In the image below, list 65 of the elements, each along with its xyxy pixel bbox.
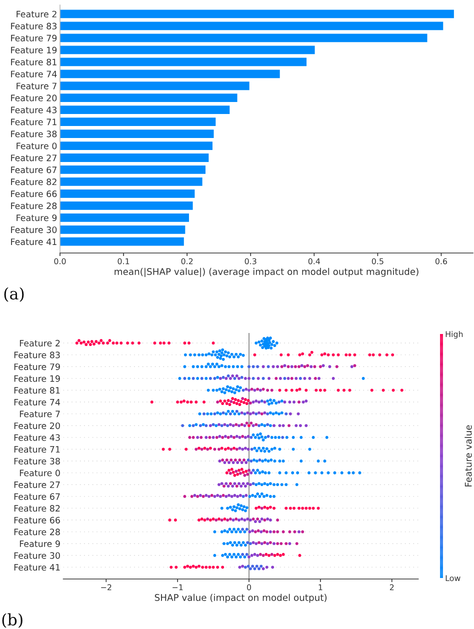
y-tick-label: Feature 66 [11,190,57,198]
y-tick-label: Feature 74 [11,70,57,78]
bar [60,70,280,78]
y-tick-label: Feature 0 [16,142,57,150]
bar [60,10,454,18]
bar [60,58,307,66]
y-tick-label: Feature 2 [16,10,56,18]
bar [60,190,195,198]
bar [60,178,202,186]
bar [60,82,250,90]
bar [60,94,238,102]
bar [60,142,212,150]
y-tick-label: Feature 71 [11,118,56,126]
y-tick-label: Feature 67 [11,166,56,174]
bar [60,154,209,162]
y-tick-label: Feature 79 [11,34,57,42]
y-tick-label: Feature 82 [14,505,60,512]
y-tick-label: Feature 19 [11,46,57,54]
y-tick-label: Feature 0 [20,470,60,476]
y-tick-label: Feature 30 [14,552,60,559]
y-tick-label: Feature 43 [14,434,60,441]
y-tick-label: Feature 7 [20,410,60,418]
y-tick-label: Feature 9 [16,214,57,222]
y-tick-label: Feature 82 [11,178,56,186]
bar [60,213,189,222]
bar [60,166,206,174]
bar [60,34,428,42]
x-axis-title: SHAP value (impact on model output) [154,594,327,603]
y-tick-label: Feature 83 [11,22,57,30]
y-tick-label: Feature 83 [14,352,60,358]
y-tick-label: Feature 19 [14,375,60,382]
bar [60,201,193,210]
bar [60,118,216,126]
y-tick-label: Feature 28 [14,528,60,536]
y-tick-label: Feature 71 [14,446,60,453]
y-tick-label: Feature 7 [16,82,56,90]
y-tick-label: Feature 74 [14,398,60,406]
y-tick-label: Feature 41 [14,564,60,571]
bar [60,237,184,246]
text: (b) [2,613,22,628]
y-tick-label: Feature 38 [11,130,57,138]
y-tick-label: Feature 2 [20,340,60,346]
y-tick-label: Feature 41 [11,238,56,246]
text: (a) [4,287,24,302]
bar [60,130,214,138]
y-tick-label: Feature 9 [20,540,60,548]
y-tick-label: Feature 66 [14,516,60,524]
x-axis-title: mean(|SHAP value|) (average impact on model output magnitude) [114,268,418,278]
bar [60,225,186,234]
y-tick-label: Feature 30 [11,226,57,234]
y-tick-label: Feature 67 [14,493,60,500]
y-tick-label: Feature 27 [14,481,60,488]
color-bar-title: Feature value [464,425,472,486]
y-tick-label: Feature 38 [14,458,60,464]
y-tick-label: Feature 20 [11,94,57,102]
y-tick-label: Feature 79 [14,363,60,370]
y-tick-label: Feature 81 [14,387,60,394]
y-tick-label: Feature 20 [14,422,60,430]
y-tick-label: Feature 81 [11,58,56,66]
bar [60,22,444,30]
y-tick-label: Feature 43 [11,106,57,114]
y-tick-label: Feature 27 [11,154,56,162]
bar [60,106,230,114]
y-tick-label: Feature 28 [11,202,57,210]
bar [60,46,315,54]
